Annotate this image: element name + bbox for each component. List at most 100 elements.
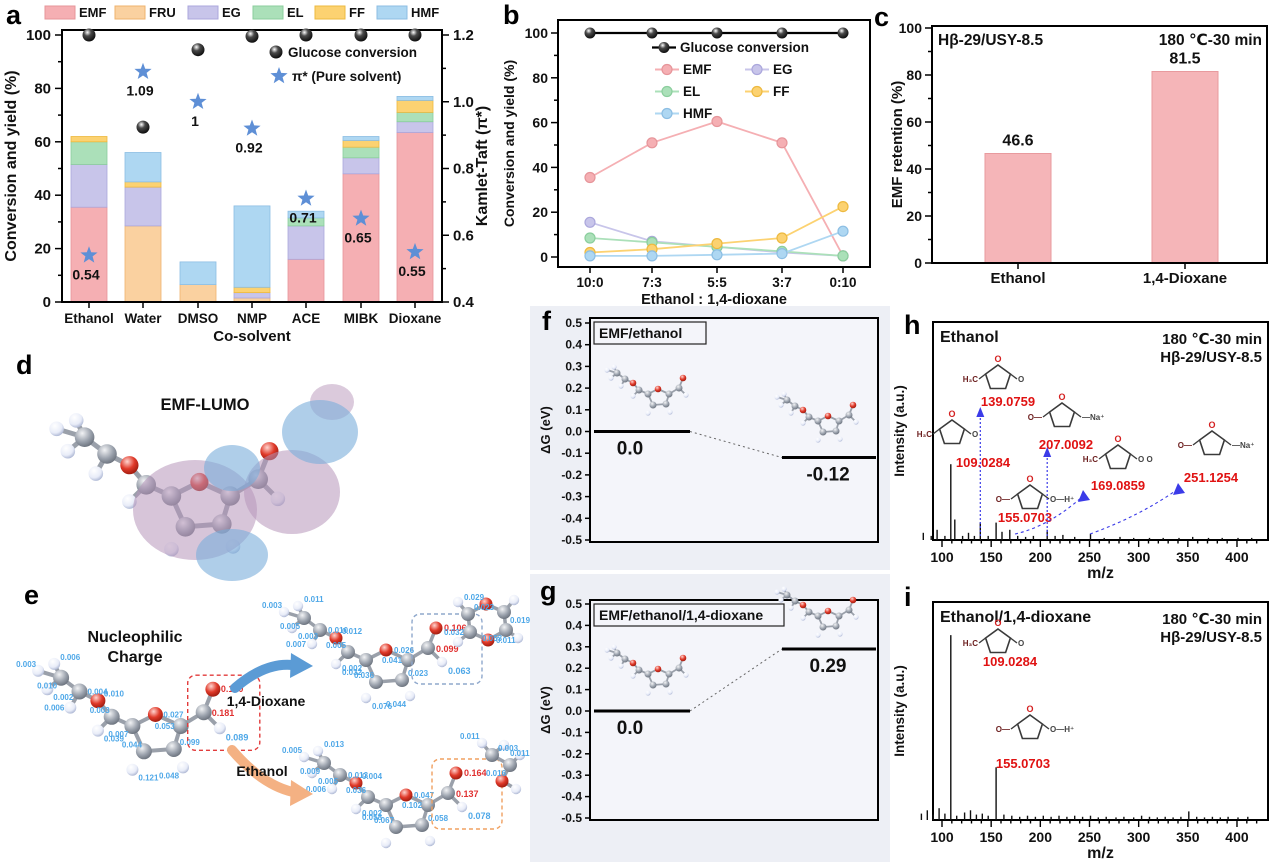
atom-h [60, 443, 76, 459]
ytick-label: 0.6 [453, 227, 474, 244]
atom-c [662, 400, 670, 408]
charge-box [431, 758, 503, 830]
xtick-label: 100 [930, 549, 954, 565]
ytick-label: -0.5 [561, 533, 582, 547]
xtick-label: 400 [1225, 829, 1249, 845]
charge-value: 0.010 [37, 682, 58, 691]
molecule-sketch [1198, 430, 1226, 456]
atom-c [389, 820, 403, 834]
xtick-label: 200 [1029, 549, 1053, 565]
peak-label: 139.0759 [981, 394, 1035, 409]
bar-seg-HMF-MIBK [342, 136, 380, 141]
atom-h [326, 783, 338, 795]
ytick-label: 0.4 [565, 338, 582, 352]
atom-c [124, 718, 141, 734]
atom-c [463, 625, 477, 639]
atom-h [604, 647, 610, 653]
arrowhead-icon [290, 780, 313, 806]
atom-c [53, 669, 70, 686]
atom-c [165, 741, 182, 757]
atom-h [213, 722, 226, 735]
bar-seg-HMF-Dioxane [396, 96, 434, 101]
atom-h [286, 622, 298, 634]
legend-label: π* (Pure solvent) [292, 69, 401, 84]
xtick-label: 150 [979, 829, 1003, 845]
charge-value: 0.004 [362, 772, 383, 781]
plot-frame [932, 601, 1269, 821]
charge-value: 0.067 [374, 816, 395, 825]
atom-h [815, 437, 821, 443]
xtick-label: 150 [979, 549, 1003, 565]
atom-h [618, 663, 624, 669]
atom-c [635, 386, 643, 394]
charge-value: 0.002 [362, 809, 383, 818]
orbital-lobe [204, 445, 260, 491]
ytick-label: 0.1 [565, 683, 582, 697]
point-EG [584, 216, 596, 228]
ytick-label: 60 [34, 134, 51, 151]
atom-c [649, 401, 657, 409]
atom-c [675, 384, 683, 392]
charge-value: 0.053 [482, 634, 503, 643]
atom-c [441, 786, 455, 800]
bar-seg-EG-MIBK [342, 157, 380, 175]
oxygen-label: O [1208, 420, 1215, 430]
ytick-label: 60 [906, 114, 922, 130]
atom-c [313, 623, 327, 637]
charge-value: 0.058 [362, 813, 383, 822]
legend-label: HMF [683, 106, 712, 121]
pi-star-value: 0.71 [289, 210, 316, 226]
charge-value: 0.053 [155, 722, 176, 731]
atom-c [71, 683, 88, 700]
ytick-label: 0.5 [565, 597, 582, 611]
ytick-label: 20 [532, 204, 548, 220]
dioxane-arrow-label: 1,4-Dioxane [227, 693, 306, 709]
atom-c [845, 411, 853, 419]
atom-c [783, 396, 791, 404]
atom-h [512, 632, 524, 644]
atom-h [683, 392, 689, 398]
xtick-label: Water [124, 311, 162, 326]
legend-marker [661, 107, 673, 120]
charge-value: 0.029 [464, 593, 485, 602]
fragment-label: O— [1178, 441, 1192, 450]
bar-seg-EMF-ACE [287, 258, 325, 303]
y-axis-title: Conversion and yield (%) [501, 60, 517, 227]
catalyst-annotation: Hβ-29/USY-8.5 [1160, 349, 1262, 366]
pi-star-Ethanol [80, 246, 98, 263]
condition-annotation: 180 ℃-30 min [1162, 331, 1262, 348]
atom-h [88, 466, 104, 481]
charge-value: 0.010 [104, 690, 125, 699]
atom-h [292, 600, 304, 612]
charge-value: 0.016 [486, 769, 507, 778]
ytick-label: 80 [532, 70, 548, 86]
bar-seg-EG-Ethanol [70, 164, 108, 208]
atom-o [629, 659, 637, 667]
x-axis-title: Ethanol : 1,4-dioxane [641, 292, 787, 308]
fragment-label: O— [996, 495, 1010, 504]
bar-seg-EG-Water [124, 186, 162, 227]
atom-c [333, 768, 347, 782]
ytick-label: 0.1 [565, 403, 582, 417]
ytick-label: 0.3 [565, 359, 582, 373]
xtick-label: 0:10 [829, 275, 856, 290]
legend-swatch-HMF [376, 5, 408, 20]
atom-c [317, 756, 331, 770]
charge-value: 0.005 [280, 622, 301, 631]
atom-h [645, 690, 651, 696]
ytick-label: -0.4 [561, 790, 582, 804]
panel-title: Ethanol/1,4-dioxane [940, 609, 1091, 626]
xtick-label: 100 [930, 829, 954, 845]
point-FF [837, 201, 849, 213]
xtick-label: 200 [1029, 829, 1053, 845]
atom-h [126, 763, 139, 776]
charge-value: 0.003 [298, 632, 319, 641]
atom-c [341, 645, 355, 659]
plot-frame [931, 25, 1268, 264]
ytick-label: 20 [34, 241, 51, 258]
atom-c [103, 708, 120, 725]
atom-h [498, 739, 510, 751]
blue-curved-arrow [1089, 488, 1179, 535]
atom-c [845, 606, 853, 614]
atom-h [298, 751, 310, 763]
